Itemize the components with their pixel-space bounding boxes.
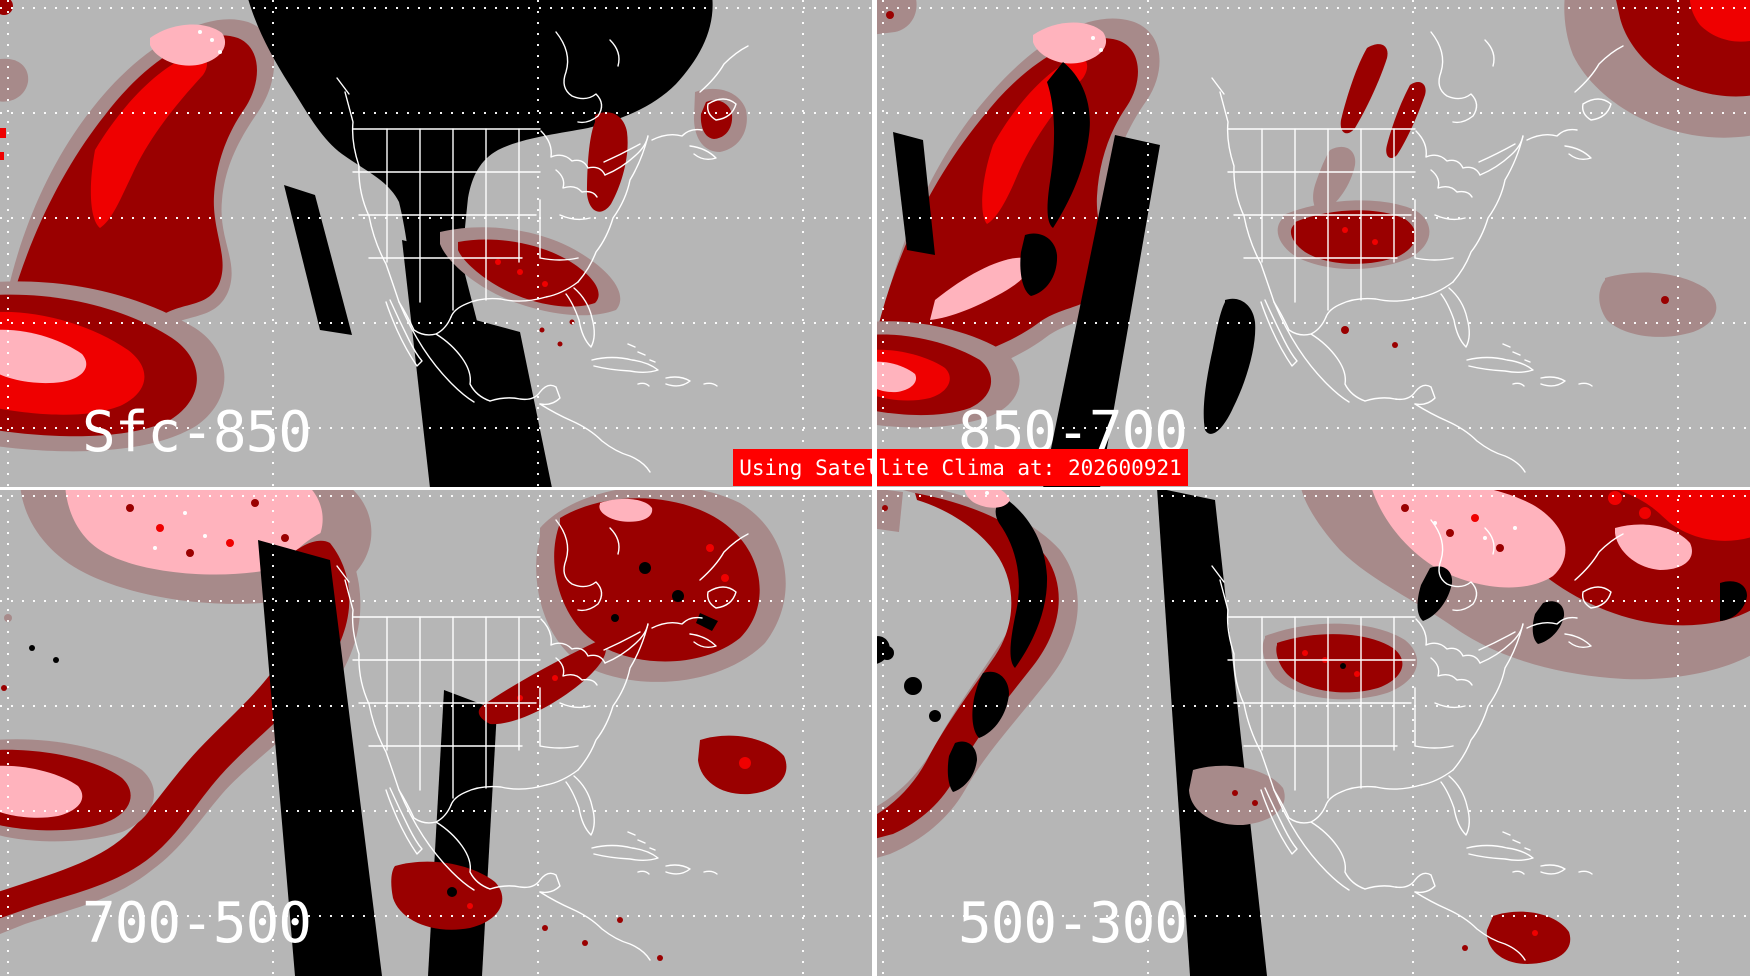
panel-700-500-graphic <box>0 487 876 976</box>
panel-850-700-graphic <box>874 0 1750 489</box>
panel-label-500-300: 500-300 <box>958 891 1188 956</box>
panel-sfc-850-graphic <box>0 0 876 489</box>
horizontal-panel-divider <box>0 487 1750 490</box>
panel-500-300-graphic <box>874 487 1750 976</box>
panel-label-sfc-850: Sfc-850 <box>82 400 312 465</box>
status-banner: Using Satellite Clima at: 202600921 <box>733 449 1188 486</box>
status-banner-text: Using Satellite Clima at: 202600921 <box>739 455 1182 480</box>
panel-label-700-500: 700-500 <box>82 891 312 956</box>
